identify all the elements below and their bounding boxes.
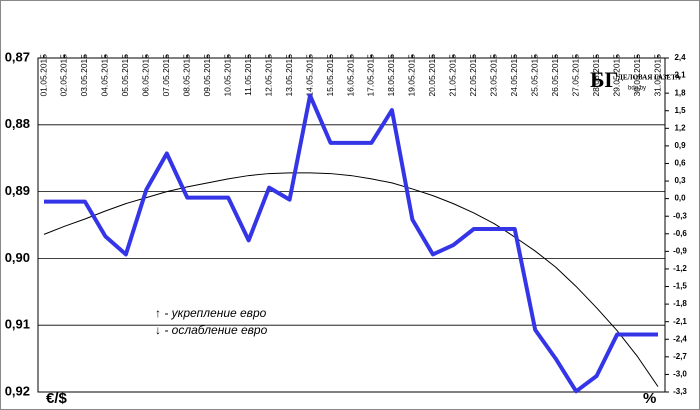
y2-tick-label: 0,3 — [674, 176, 686, 185]
y2-axis-label: % — [643, 390, 656, 407]
x-tick-label: 30.05.2015 — [632, 54, 642, 97]
x-tick-label: 07.05.2015 — [161, 54, 171, 97]
logo-site: bdg.by — [628, 86, 646, 92]
x-tick-label: 21.05.2015 — [448, 54, 458, 97]
y2-tick-label: -2,4 — [673, 334, 687, 343]
y2-tick-label: 2,1 — [674, 71, 686, 80]
y2-tick-label: -0,3 — [673, 211, 687, 220]
y2-tick-label: -0,9 — [673, 246, 687, 255]
y2-tick-label: -1,2 — [673, 264, 687, 273]
y2-tick-label: -1,8 — [673, 299, 687, 308]
series-line — [44, 93, 658, 394]
x-tick-label: 11.05.2015 — [243, 54, 253, 96]
y-tick-label: 0,88 — [5, 116, 30, 131]
x-tick-label: 16.05.2015 — [345, 54, 355, 97]
x-tick-label: 27.05.2015 — [570, 54, 580, 97]
y2-tick-label: -2,7 — [673, 352, 687, 361]
x-tick-label: 24.05.2015 — [509, 54, 519, 97]
y2-tick-label: 0,0 — [674, 194, 686, 203]
x-tick-label: 23.05.2015 — [489, 54, 499, 97]
x-tick-label: 03.05.2015 — [79, 54, 89, 97]
y2-tick-label: 2,4 — [674, 53, 686, 62]
y2-tick-label: 1,5 — [674, 106, 686, 115]
y2-tick-label: 1,2 — [674, 123, 686, 132]
y2-tick-label: -0,6 — [673, 229, 687, 238]
x-tick-label: 01.05.2015 — [38, 54, 48, 97]
x-tick-label: 22.05.2015 — [468, 54, 478, 97]
y-axis-label: €/$ — [46, 390, 68, 407]
x-tick-label: 18.05.2015 — [386, 54, 396, 97]
x-tick-label: 25.05.2015 — [529, 54, 539, 97]
y2-tick-label: 0,9 — [674, 141, 686, 150]
y-tick-label: 0,91 — [5, 317, 30, 332]
y2-tick-label: -3,3 — [673, 387, 687, 396]
x-tick-label: 29.05.2015 — [611, 54, 621, 97]
x-tick-label: 06.05.2015 — [141, 54, 151, 97]
y2-tick-label: 1,8 — [674, 88, 686, 97]
y-tick-label: 0,90 — [5, 250, 30, 265]
annotation: ↓ - ослабление евро — [155, 323, 268, 337]
x-tick-label: 20.05.2015 — [427, 54, 437, 97]
x-tick-label: 28.05.2015 — [591, 54, 601, 97]
x-tick-label: 26.05.2015 — [550, 54, 560, 97]
y-tick-label: 0,87 — [5, 49, 30, 64]
y2-tick-label: -2,1 — [673, 317, 687, 326]
x-tick-label: 02.05.2015 — [59, 54, 69, 97]
x-tick-label: 14.05.2015 — [304, 54, 314, 97]
annotation: ↑ - укрепление евро — [155, 306, 267, 320]
x-tick-label: 17.05.2015 — [366, 54, 376, 97]
x-tick-label: 10.05.2015 — [222, 54, 232, 97]
y-tick-label: 0,89 — [5, 183, 30, 198]
x-tick-label: 15.05.2015 — [325, 54, 335, 97]
y2-tick-label: -3,0 — [673, 370, 687, 379]
x-tick-label: 09.05.2015 — [202, 54, 212, 97]
y-tick-label: 0,92 — [5, 383, 30, 398]
logo-name: ДЕЛОВАЯ ГАЗЕТА — [618, 74, 680, 82]
x-tick-label: 12.05.2015 — [263, 54, 273, 97]
y2-tick-label: -1,5 — [673, 282, 687, 291]
x-tick-label: 05.05.2015 — [120, 54, 130, 97]
series-line — [43, 172, 659, 387]
x-tick-label: 04.05.2015 — [100, 54, 110, 97]
x-tick-label: 13.05.2015 — [284, 54, 294, 97]
x-tick-label: 08.05.2015 — [182, 54, 192, 97]
x-tick-label: 19.05.2015 — [407, 54, 417, 97]
y2-tick-label: 0,6 — [674, 159, 686, 168]
logo-mark: БГ — [590, 67, 619, 92]
x-tick-label: 31.05.2015 — [652, 54, 662, 97]
